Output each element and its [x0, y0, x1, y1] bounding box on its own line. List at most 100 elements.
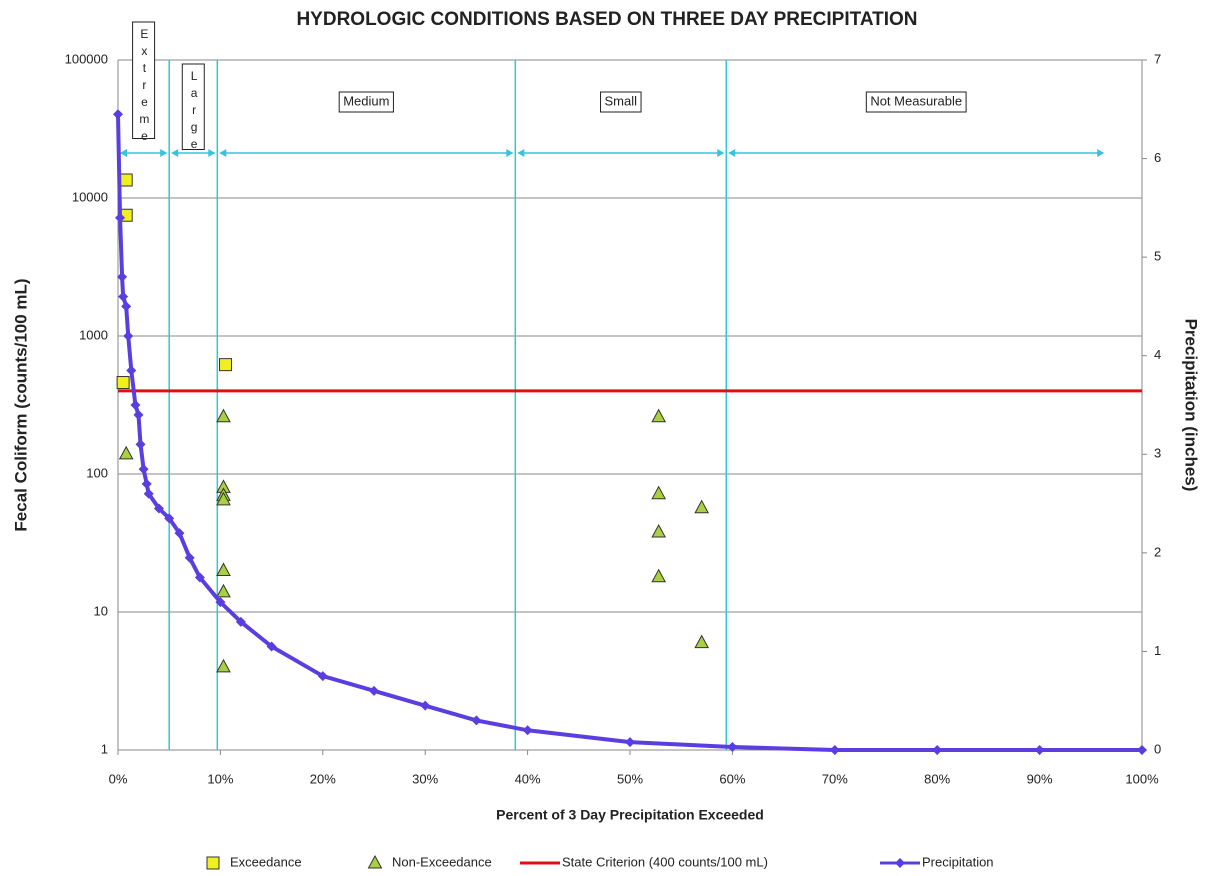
point	[215, 597, 226, 608]
point	[216, 408, 231, 423]
point	[369, 685, 379, 696]
point	[932, 745, 943, 755]
point	[115, 212, 126, 223]
y-tick-label: 1000	[79, 327, 108, 342]
point	[164, 513, 175, 524]
y2-tick-label: 5	[1154, 249, 1161, 264]
y-axis-label: Fecal Coliform (counts/100 mL)	[11, 278, 30, 531]
point	[694, 634, 710, 649]
y2-tick-label: 6	[1154, 150, 1161, 165]
point	[216, 491, 231, 506]
x-tick-label: 10%	[207, 771, 233, 786]
x-tick-label: 100%	[1125, 771, 1159, 786]
x-tick-label: 0%	[109, 771, 128, 786]
point	[133, 409, 144, 420]
arrow-head	[517, 149, 525, 157]
point	[235, 616, 246, 627]
y2-tick-label: 4	[1154, 347, 1161, 362]
zone-label: Large	[187, 69, 201, 154]
point	[216, 562, 231, 576]
arrow-head	[160, 149, 168, 157]
legend-label: Exceedance	[230, 854, 302, 869]
y2-tick-label: 7	[1154, 51, 1161, 66]
y-tick-label: 10000	[72, 189, 108, 204]
y-tick-label: 10	[94, 603, 108, 618]
point	[651, 408, 667, 423]
point	[123, 331, 134, 341]
y2-tick-label: 2	[1154, 544, 1161, 559]
zone-label: Medium	[343, 93, 389, 108]
point	[420, 700, 431, 711]
legend-swatch	[367, 854, 383, 869]
point	[471, 715, 482, 726]
point	[651, 523, 667, 538]
x-tick-label: 30%	[412, 771, 438, 786]
point	[138, 464, 149, 475]
point	[625, 737, 635, 748]
point	[1034, 745, 1045, 755]
point	[116, 376, 130, 390]
legend-label: State Criterion (400 counts/100 mL)	[562, 854, 768, 869]
point	[522, 725, 533, 736]
y2-tick-label: 3	[1154, 446, 1161, 461]
arrow-head	[219, 149, 227, 157]
point	[216, 658, 231, 673]
point	[118, 445, 134, 460]
point	[727, 742, 738, 753]
y-tick-label: 1	[101, 741, 108, 756]
zone-label-box	[865, 91, 967, 113]
x-tick-label: 50%	[617, 771, 643, 786]
y2-tick-label: 0	[1154, 741, 1161, 756]
zone-label-box	[181, 63, 205, 150]
arrow-head	[506, 149, 514, 157]
point	[130, 400, 141, 410]
zone-label: Not Measurable	[870, 93, 962, 108]
point	[121, 301, 132, 312]
y2-axis-label: Precipitation (inches)	[1182, 319, 1201, 492]
x-tick-label: 70%	[822, 771, 848, 786]
x-tick-label: 90%	[1027, 771, 1053, 786]
zone-label-box	[132, 21, 156, 139]
point	[216, 583, 231, 598]
point	[117, 271, 128, 282]
legend-label: Non-Exceedance	[392, 854, 492, 869]
y2-tick-label: 1	[1154, 643, 1161, 658]
point	[266, 641, 277, 652]
point	[113, 109, 123, 120]
x-tick-label: 20%	[310, 771, 336, 786]
point	[651, 485, 667, 500]
arrow-head	[120, 149, 127, 157]
zone-label: Small	[605, 93, 638, 108]
point	[119, 173, 133, 187]
point	[1137, 745, 1147, 755]
arrow-head	[208, 149, 216, 157]
point	[194, 572, 205, 583]
x-tick-label: 60%	[719, 771, 745, 786]
point	[153, 503, 164, 514]
point	[135, 439, 146, 450]
arrow-head	[717, 149, 725, 157]
arrow-head	[171, 149, 179, 157]
chart-title: HYDROLOGIC CONDITIONS BASED ON THREE DAY…	[296, 9, 917, 30]
point	[141, 478, 152, 489]
x-tick-label: 40%	[515, 771, 541, 786]
point	[317, 671, 328, 682]
zone-label-box	[338, 91, 394, 113]
point	[651, 568, 667, 583]
x-axis-label: Percent of 3 Day Precipitation Exceeded	[496, 807, 764, 823]
y-tick-label: 100	[86, 465, 108, 480]
zone-label: Extreme	[137, 27, 151, 146]
y-tick-label: 100000	[65, 51, 108, 66]
point	[219, 358, 233, 372]
arrow-head	[1097, 149, 1105, 157]
point	[694, 499, 710, 514]
series-line	[116, 114, 1142, 752]
point	[174, 528, 185, 539]
zone-label-box	[600, 91, 642, 113]
legend-swatch	[206, 856, 220, 870]
legend-swatch	[895, 858, 905, 868]
legend-label: Precipitation	[922, 854, 994, 869]
point	[143, 488, 154, 499]
point	[118, 291, 129, 302]
